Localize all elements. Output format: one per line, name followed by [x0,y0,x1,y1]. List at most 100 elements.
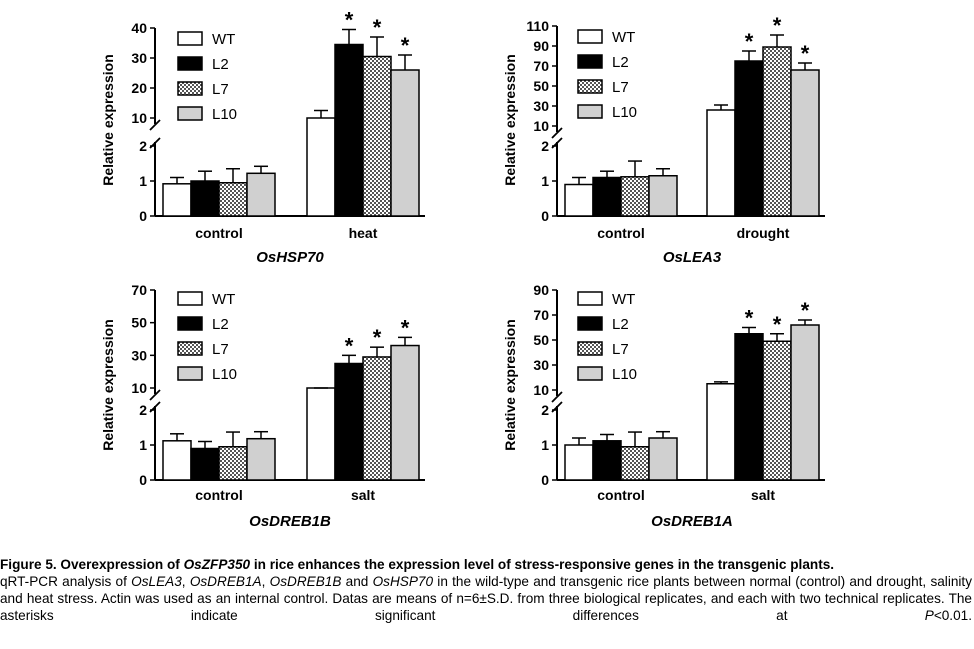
bar-l10-control [648,175,678,217]
legend-swatch-l7 [177,81,203,96]
legend-label-wt: WT [612,29,635,46]
legend-label-l10: L10 [612,104,637,121]
legend-label-l2: L2 [212,56,229,73]
y-tick-label: 0 [139,472,147,488]
x-category-label: salt [751,487,775,503]
legend-swatch-l7 [177,341,203,356]
significance-asterisk: * [773,13,782,38]
bar-wt-control [162,183,192,217]
y-tick-label: 70 [131,282,147,298]
gene-title: OsHSP70 [256,249,324,266]
legend-swatch-wt [577,29,603,44]
y-tick-label: 1 [541,173,549,189]
significance-asterisk: * [745,29,754,54]
bar-wt-control [564,183,594,217]
legend-label-l7: L7 [212,81,229,98]
legend-label-wt: WT [212,31,235,48]
significance-asterisk: * [345,333,354,358]
legend-label-l10: L10 [212,106,237,123]
bar-l7-salt [762,340,792,481]
bar-l2-control [190,447,220,481]
legend-label-l7: L7 [612,341,629,358]
bar-l2-control [592,176,622,217]
legend-swatch-wt [177,31,203,46]
bar-l7-control [620,446,650,481]
y-tick-label: 2 [139,402,147,418]
x-category-label: control [597,225,644,241]
caption-title: Figure 5. Overexpression of OsZFP350 in … [0,557,835,572]
y-tick-label: 0 [541,472,549,488]
y-tick-label: 0 [541,208,549,224]
x-category-label: control [195,487,242,503]
gene-title: OsDREB1B [249,513,331,530]
y-tick-label: 30 [131,347,147,363]
y-tick-label: 110 [526,18,549,34]
figure-panels: 10 20 30 40 0 1 2 Relative expression control * * *… [100,8,825,530]
y-tick-label: 10 [533,118,549,134]
legend-swatch-l10 [577,104,603,119]
legend-swatch-l10 [177,366,203,381]
bar-l7-control [218,182,248,217]
y-tick-label: 90 [533,282,549,298]
chart-panel-oshsp70: 10 20 30 40 0 1 2 Relative expression control * * *… [100,8,425,266]
legend-swatch-l2 [177,316,203,331]
gene-title: OsDREB1A [651,513,733,530]
bar-l7-heat [362,55,392,217]
legend-swatch-l7 [577,79,603,94]
y-tick-label: 2 [541,138,549,154]
y-axis-label: Relative expression [502,54,518,186]
y-tick-label: 30 [131,50,147,66]
legend-label-l10: L10 [212,366,237,383]
y-tick-label: 1 [139,173,147,189]
y-tick-label: 10 [131,110,147,126]
bar-l10-heat [390,69,420,217]
bar-l2-salt [734,333,764,481]
y-tick-label: 20 [131,80,147,96]
bar-l10-control [246,172,276,217]
legend-label-wt: WT [212,291,235,308]
y-tick-label: 50 [533,332,549,348]
axis-break-mark [551,391,563,403]
bar-l2-control [592,440,622,481]
y-tick-label: 10 [131,380,147,396]
bar-l2-heat [334,43,364,217]
y-tick-label: 30 [533,357,549,373]
legend-label-l2: L2 [212,316,229,333]
legend-label-l2: L2 [612,54,629,71]
chart-panel-osdreb1b: 10 30 50 70 0 1 2 Relative expression control * * *… [100,282,425,530]
significance-asterisk: * [373,15,382,40]
y-tick-label: 0 [139,208,147,224]
significance-asterisk: * [401,315,410,340]
bar-wt-heat [306,117,336,217]
bar-l2-salt [334,362,364,481]
bar-l10-control [648,437,678,481]
y-tick-label: 70 [533,307,549,323]
bar-l2-drought [734,60,764,217]
x-category-label: drought [737,225,790,241]
chart-panel-oslea3: 10 30 50 70 90 110 0 1 2 Relative expression contr… [502,13,825,266]
legend-label-l7: L7 [612,79,629,96]
bar-l2-control [190,180,220,217]
y-tick-label: 2 [139,138,147,154]
bar-l10-control [246,437,276,481]
x-category-label: heat [349,225,378,241]
legend-swatch-l10 [177,106,203,121]
y-tick-label: 40 [131,20,147,36]
y-axis-label: Relative expression [100,319,116,451]
y-tick-label: 1 [139,437,147,453]
y-tick-label: 1 [541,437,549,453]
y-tick-label: 50 [131,315,147,331]
bar-l7-control [620,176,650,217]
bar-l7-salt [362,356,392,481]
legend-label-l10: L10 [612,366,637,383]
caption-body: qRT-PCR analysis of OsLEA3, OsDREB1A, Os… [0,574,972,623]
legend-swatch-l7 [577,341,603,356]
bar-wt-salt [306,387,336,481]
y-tick-label: 2 [541,402,549,418]
bar-l7-control [218,446,248,481]
significance-asterisk: * [401,33,410,58]
significance-asterisk: * [801,298,810,323]
legend-swatch-l10 [577,366,603,381]
bar-l10-salt [790,324,820,481]
